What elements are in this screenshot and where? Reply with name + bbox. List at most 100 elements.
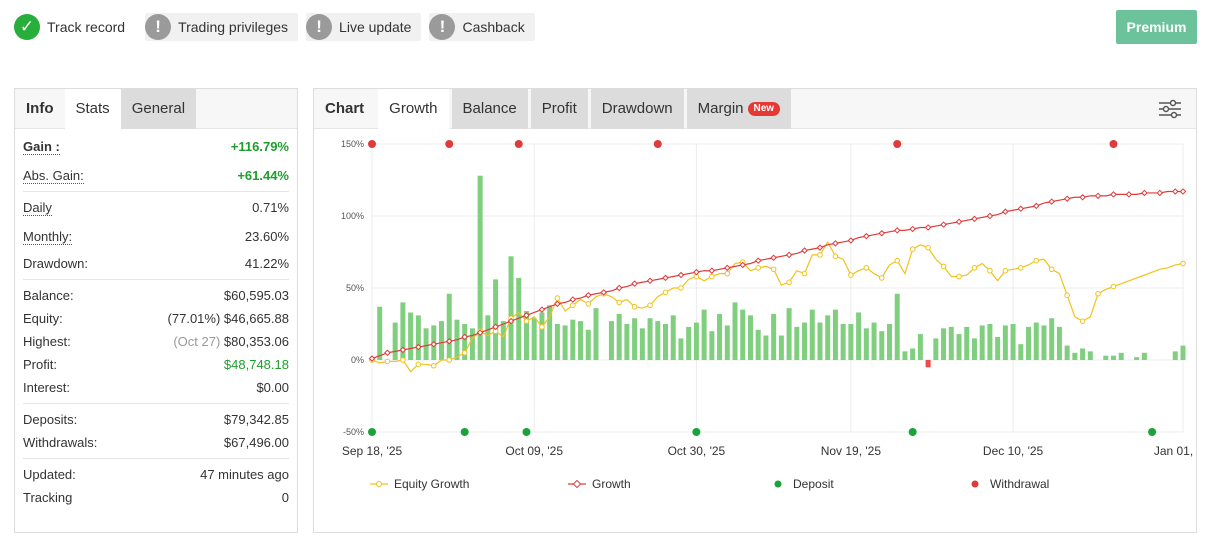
daily-label[interactable]: Daily — [23, 199, 52, 216]
profit-bar — [415, 315, 421, 360]
profit-bar — [632, 318, 638, 360]
deposit-marker — [368, 428, 376, 436]
equity-growth-point — [1018, 265, 1024, 271]
profit-bar — [971, 338, 977, 360]
balance-value: $60,595.03 — [223, 288, 289, 303]
equity-growth-point — [384, 358, 391, 365]
legend-deposit[interactable]: Deposit — [769, 477, 966, 491]
profit-bar — [523, 311, 529, 360]
profit-bar — [1141, 352, 1147, 360]
tab-growth[interactable]: Growth — [378, 89, 449, 129]
equity-growth-point — [832, 253, 839, 260]
profit-bar — [562, 325, 568, 360]
x-tick-label: Nov 19, '25 — [821, 444, 882, 458]
legend-growth[interactable]: Growth — [568, 477, 769, 491]
growth-point — [754, 257, 762, 264]
settings-sliders-icon[interactable] — [1158, 99, 1182, 119]
profit-bar — [516, 277, 522, 360]
equity-growth-point — [415, 361, 422, 368]
growth-point — [677, 271, 685, 279]
profit-bar — [825, 315, 831, 360]
profit-bar — [786, 308, 792, 360]
growth-point — [816, 244, 824, 251]
tab-info[interactable]: Info — [26, 100, 54, 117]
profit-bar — [686, 326, 692, 360]
growth-point — [615, 284, 623, 292]
profit-bar — [956, 334, 962, 360]
profit-bar — [678, 338, 684, 360]
growth-point — [538, 306, 546, 313]
y-tick-label: 100% — [341, 211, 364, 221]
profit-bar — [747, 315, 753, 360]
tab-balance[interactable]: Balance — [451, 89, 528, 129]
badge-track-record[interactable]: ✓ Track record — [14, 13, 137, 41]
equity-growth-line — [371, 240, 1184, 373]
legend-withdrawal[interactable]: Withdrawal — [966, 477, 1049, 491]
profit-bar — [987, 324, 993, 360]
tab-margin[interactable]: Margin New — [686, 89, 792, 129]
premium-button[interactable]: Premium — [1116, 10, 1197, 44]
profit-bar — [585, 329, 591, 360]
chart-panel: Chart Growth Balance Profit Drawdown Mar… — [313, 88, 1197, 533]
badge-cashback[interactable]: ! Cashback — [429, 13, 535, 41]
growth-point — [445, 338, 453, 345]
profit-bar — [778, 335, 784, 360]
profit-bar — [508, 256, 514, 360]
new-badge: New — [747, 102, 781, 116]
growth-point — [585, 291, 592, 299]
tab-margin-label: Margin — [697, 100, 744, 117]
tab-chart[interactable]: Chart — [325, 100, 365, 117]
equity-growth-point — [709, 273, 715, 280]
x-tick-label: Oct 30, '25 — [668, 444, 726, 458]
equity-growth-point — [523, 318, 530, 324]
profit-bar — [863, 328, 869, 360]
growth-point — [785, 251, 793, 259]
profit-bar — [771, 313, 777, 360]
profit-bar — [377, 306, 383, 360]
stats-tabs: Info Stats General — [15, 89, 297, 129]
tab-general[interactable]: General — [120, 89, 197, 129]
profit-bar — [1134, 357, 1140, 360]
gain-label[interactable]: Gain : — [23, 138, 60, 155]
profit-bar — [709, 331, 715, 360]
growth-point — [708, 267, 716, 274]
equity-growth-point — [1033, 257, 1040, 264]
badge-live-update[interactable]: ! Live update — [306, 13, 422, 41]
growth-point — [368, 355, 376, 362]
growth-point — [1094, 192, 1102, 200]
tab-profit[interactable]: Profit — [530, 89, 588, 129]
monthly-value: 23.60% — [244, 229, 289, 244]
profit-bar — [446, 293, 452, 360]
badge-label: Cashback — [462, 19, 525, 35]
y-tick-label: 0% — [351, 355, 364, 365]
legend-equity-growth[interactable]: Equity Growth — [370, 477, 568, 491]
x-tick-label: Oct 09, '25 — [505, 444, 563, 458]
growth-point — [430, 340, 438, 348]
check-circle-icon: ✓ — [14, 14, 40, 40]
profit-bar — [655, 321, 661, 360]
abs-gain-label[interactable]: Abs. Gain: — [23, 167, 84, 184]
tracking-label: Tracking — [23, 490, 73, 505]
x-tick-label: Dec 10, '25 — [983, 444, 1044, 458]
growth-point — [863, 232, 870, 240]
profit-bar — [925, 360, 931, 368]
growth-point — [461, 333, 468, 341]
tab-stats[interactable]: Stats — [64, 89, 121, 129]
profit-bar — [1033, 322, 1039, 360]
profit-bar — [1041, 325, 1047, 360]
x-tick-label: Jan 01, '26 — [1154, 444, 1196, 458]
profit-bar — [531, 318, 537, 360]
equity-growth-point — [909, 246, 916, 252]
withdrawal-marker — [893, 140, 902, 148]
growth-point — [924, 224, 932, 231]
equity-growth-point — [894, 257, 901, 264]
equity-growth-point — [539, 324, 545, 330]
growth-point — [1141, 189, 1148, 197]
highest-label: Highest: — [23, 334, 71, 349]
profit-bar — [840, 324, 846, 360]
growth-chart: 150% 100% 50% 0% -50% Sep 18, '25 Oct 09, '25 O… — [341, 139, 1196, 458]
tab-drawdown[interactable]: Drawdown — [590, 89, 684, 129]
badge-trading-privileges[interactable]: ! Trading privileges — [145, 13, 299, 41]
monthly-label[interactable]: Monthly: — [23, 228, 73, 245]
legend-label: Equity Growth — [394, 477, 470, 491]
